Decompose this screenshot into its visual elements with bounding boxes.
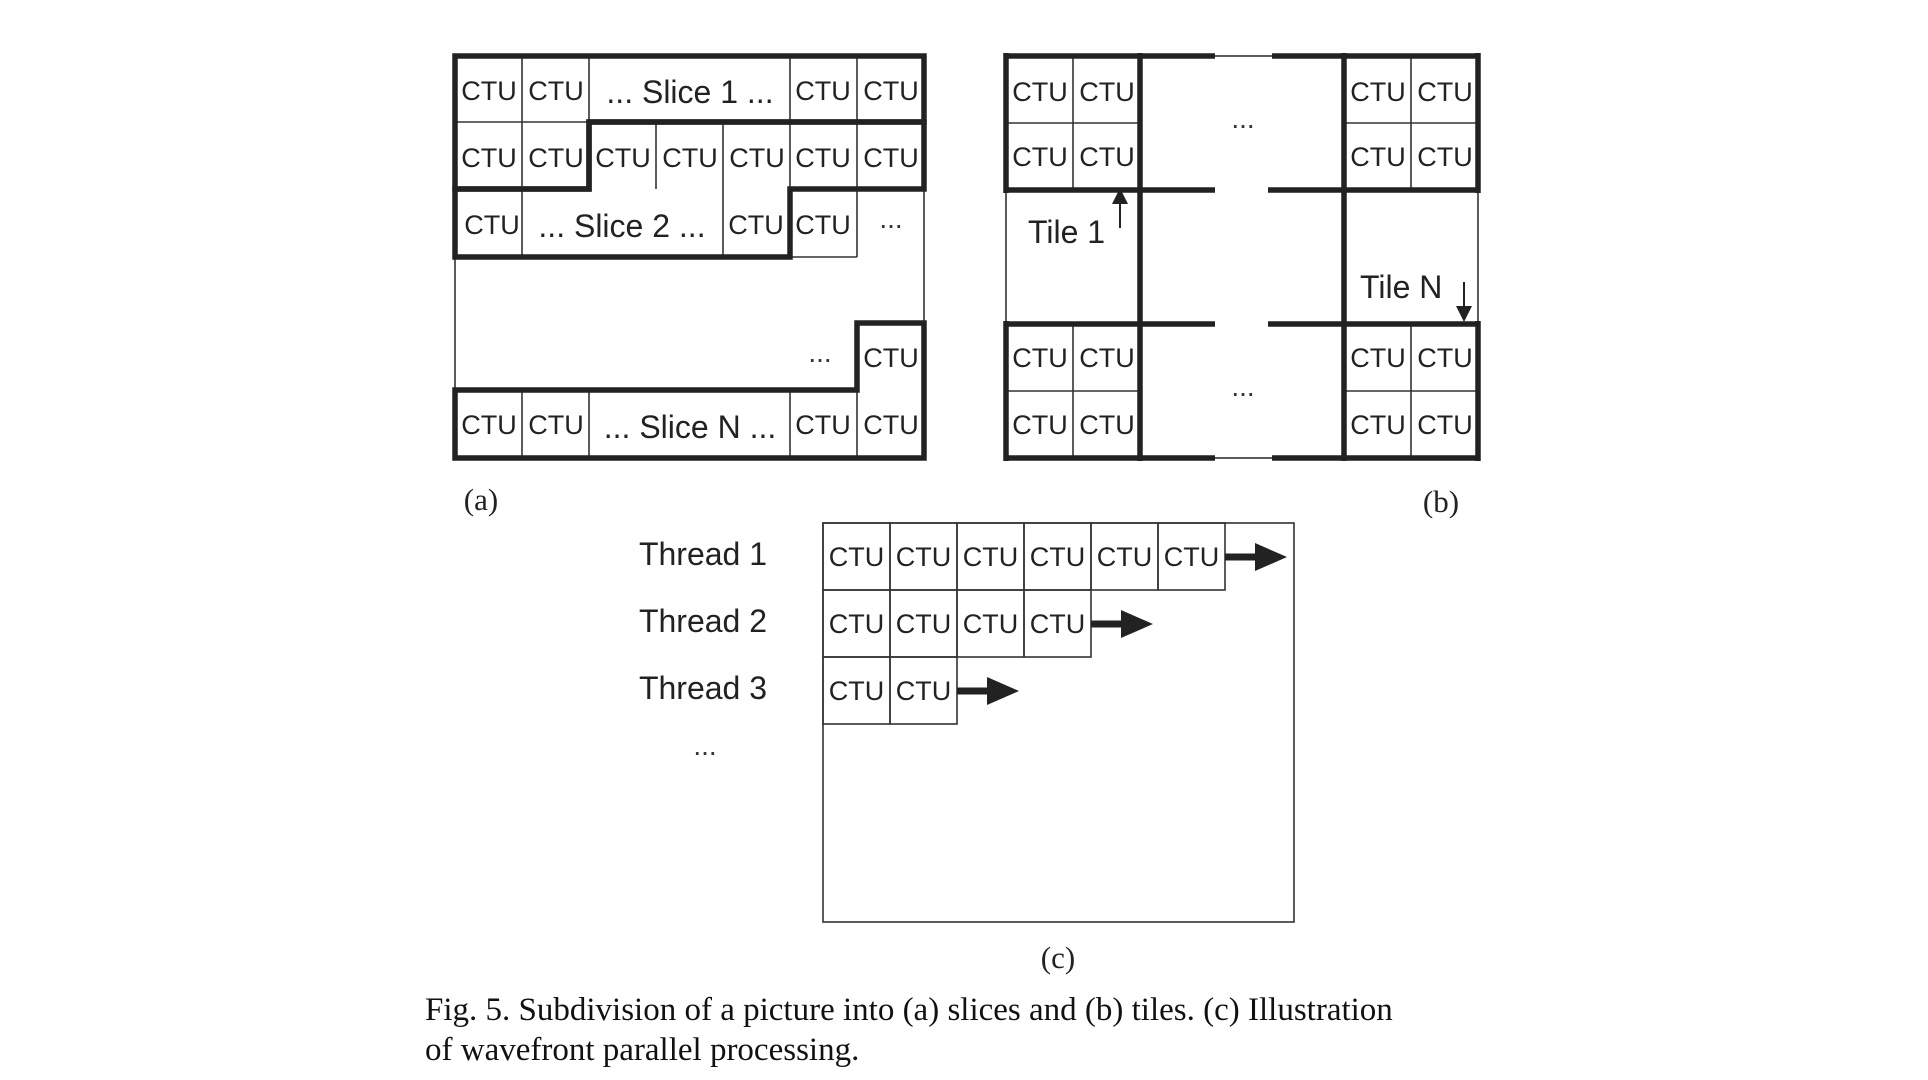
thread-label: Thread 2 — [639, 603, 767, 639]
ctu-label: CTU — [795, 210, 851, 240]
ctu-label: CTU — [662, 143, 718, 173]
ctu-label: CTU — [1012, 77, 1068, 107]
picture-outline-c — [822, 522, 1295, 923]
ctu-label: CTU — [1164, 542, 1220, 572]
ctu-label: CTU — [963, 542, 1019, 572]
sliceN-grid — [521, 390, 858, 458]
progress-arrow-head — [1121, 610, 1153, 638]
sliceN-boundary — [452, 320, 927, 461]
ctu-label: CTU — [1079, 142, 1135, 172]
ctu-label: CTU — [1350, 77, 1406, 107]
thread-row: Thread 1 CTU CTU CTU CTU CTU CTU — [639, 522, 1287, 591]
ellipsis: ... — [1231, 103, 1254, 134]
ctu-label: CTU — [863, 410, 919, 440]
ctu-label: CTU — [829, 542, 885, 572]
ellipsis: ... — [879, 203, 902, 234]
slice2-boundary — [452, 119, 927, 260]
ctu-label: CTU — [795, 76, 851, 106]
ctu-label: CTU — [1012, 142, 1068, 172]
ctu-label: CTU — [528, 143, 584, 173]
ctu-label: CTU — [863, 143, 919, 173]
caption-line-2: of wavefront parallel processing. — [425, 1032, 860, 1068]
ctu-label: CTU — [1079, 410, 1135, 440]
figure-caption: Fig. 5. Subdivision of a picture into (a… — [425, 990, 1515, 1070]
ctu-label: CTU — [1417, 142, 1473, 172]
ctu-label: CTU — [1417, 77, 1473, 107]
ctu-label: CTU — [461, 143, 517, 173]
ctu-label: CTU — [829, 609, 885, 639]
picture-outline-b — [1005, 55, 1479, 459]
ctu-label: CTU — [528, 76, 584, 106]
ellipsis: ... — [808, 337, 831, 368]
ctu-label: CTU — [896, 609, 952, 639]
thread-label: Thread 1 — [639, 536, 767, 572]
progress-arrow-head — [987, 677, 1019, 705]
ctu-label: CTU — [1097, 542, 1153, 572]
thread-row: Thread 2 CTU CTU CTU CTU — [639, 589, 1153, 658]
ctu-label: CTU — [1012, 343, 1068, 373]
ctu-label: CTU — [461, 410, 517, 440]
ctu-label: CTU — [461, 76, 517, 106]
tile1-label: Tile 1 — [1028, 214, 1105, 250]
progress-arrow-head — [1255, 543, 1287, 571]
ctu-label: CTU — [464, 210, 520, 240]
ctu-label: CTU — [963, 609, 1019, 639]
ctu-label: CTU — [1012, 410, 1068, 440]
ctu-label: CTU — [1417, 410, 1473, 440]
slice2-label: ... Slice 2 ... — [538, 208, 705, 244]
ctu-label: CTU — [829, 676, 885, 706]
panel-c-label: (c) — [1041, 940, 1075, 975]
panel-a-slices: CTU CTU ... Slice 1 ... CTU CTU CTU CTU … — [452, 53, 927, 517]
slice1-grid — [455, 56, 858, 189]
sliceN-label: ... Slice N ... — [604, 409, 776, 445]
ctu-label: CTU — [528, 410, 584, 440]
ctu-label: CTU — [1030, 542, 1086, 572]
thread-row: Thread 3 CTU CTU — [639, 656, 1019, 725]
panel-b-label: (b) — [1423, 484, 1459, 519]
panel-a-label: (a) — [464, 482, 498, 517]
more-threads-ellipsis: ... — [693, 730, 716, 761]
ctu-label: CTU — [1079, 343, 1135, 373]
ctu-label: CTU — [795, 410, 851, 440]
tile-boundaries — [1003, 53, 1481, 461]
panel-b-tiles: CTU CTU CTU CTU CTU CTU CTU CTU CTU CTU … — [1003, 53, 1481, 519]
panel-c-wavefront: Thread 1 CTU CTU CTU CTU CTU CTU Thread 2 CTU CTU… — [639, 522, 1295, 975]
thread-rows: Thread 1 CTU CTU CTU CTU CTU CTU Thread 2 CTU CTU… — [639, 522, 1287, 725]
ctu-label: CTU — [896, 676, 952, 706]
ctu-label: CTU — [896, 542, 952, 572]
ctu-label: CTU — [1350, 343, 1406, 373]
tile-grids — [1006, 56, 1478, 458]
ctu-label: CTU — [595, 143, 651, 173]
ctu-label: CTU — [729, 143, 785, 173]
ctu-label: CTU — [863, 76, 919, 106]
slice1-label: ... Slice 1 ... — [606, 74, 773, 110]
thread-label: Thread 3 — [639, 670, 767, 706]
ctu-label: CTU — [795, 143, 851, 173]
caption-line-1: Fig. 5. Subdivision of a picture into (a… — [425, 992, 1393, 1028]
ellipsis: ... — [1231, 371, 1254, 402]
tileN-label: Tile N — [1360, 269, 1442, 305]
ctu-label: CTU — [1350, 142, 1406, 172]
ctu-label: CTU — [863, 343, 919, 373]
ctu-label: CTU — [1079, 77, 1135, 107]
ctu-label: CTU — [1030, 609, 1086, 639]
ctu-label: CTU — [728, 210, 784, 240]
ctu-label: CTU — [1350, 410, 1406, 440]
ctu-label: CTU — [1417, 343, 1473, 373]
